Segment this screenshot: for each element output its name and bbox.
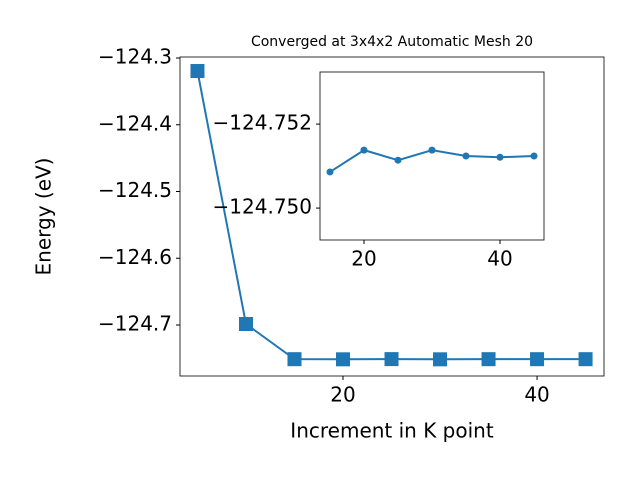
marker <box>287 352 302 367</box>
marker <box>394 156 402 164</box>
marker <box>360 146 368 154</box>
marker <box>530 352 545 367</box>
x-tick-label: 20 <box>330 383 355 407</box>
y-tick-label: −124.4 <box>98 111 172 135</box>
y-tick-label: −124.6 <box>98 245 172 269</box>
marker <box>384 352 399 367</box>
axes-frame <box>179 56 605 377</box>
x-tick-label: 20 <box>351 247 376 271</box>
marker <box>496 153 504 161</box>
marker <box>190 64 205 79</box>
chart-title: Converged at 3x4x2 Automatic Mesh 20 <box>251 34 533 50</box>
axes-frame <box>319 71 545 241</box>
marker <box>428 146 436 154</box>
axes-background <box>320 72 544 240</box>
x-tick-label: 40 <box>524 383 549 407</box>
y-tick-label: −124.752 <box>213 111 312 135</box>
marker <box>433 352 448 367</box>
marker <box>481 352 496 367</box>
y-tick-label: −124.3 <box>98 45 172 69</box>
marker <box>578 352 593 367</box>
marker <box>326 168 334 176</box>
marker <box>238 317 253 332</box>
y-tick-label: −124.5 <box>98 178 172 202</box>
marker <box>530 152 538 160</box>
y-tick-label: −124.750 <box>213 195 312 219</box>
marker <box>336 352 351 367</box>
y-axis-label: Energy (eV) <box>32 158 56 276</box>
x-tick-label: 40 <box>487 247 512 271</box>
x-axis-label: Increment in K point <box>290 419 494 443</box>
y-tick-label: −124.7 <box>98 312 172 336</box>
marker <box>462 152 470 160</box>
